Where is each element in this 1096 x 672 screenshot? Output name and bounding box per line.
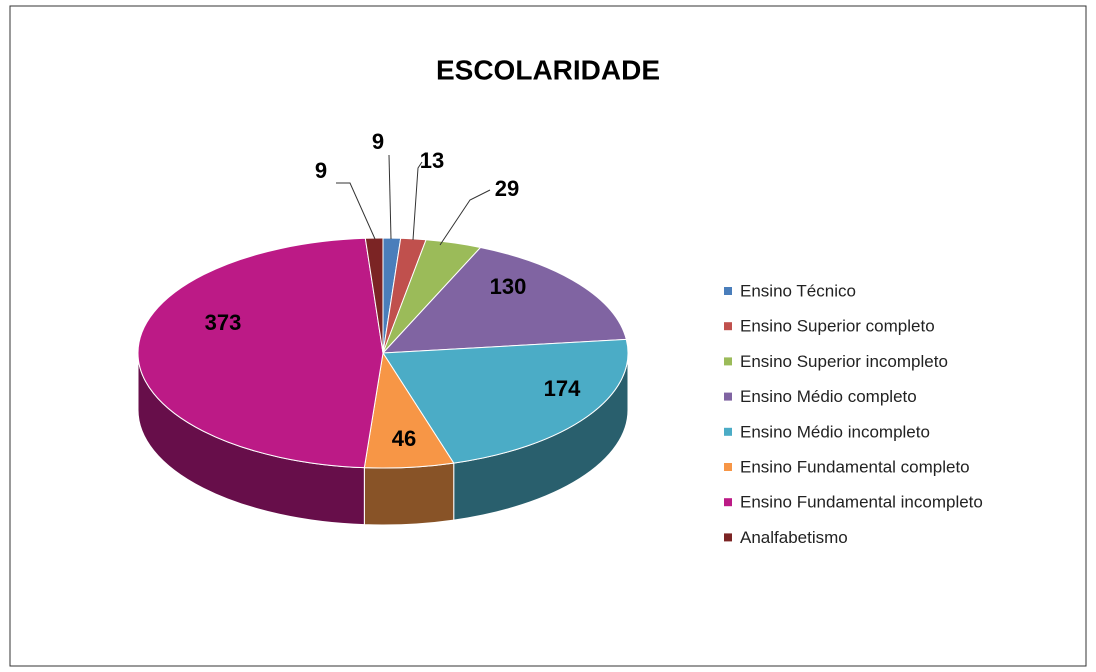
data-label: 29: [495, 176, 519, 201]
data-label: 9: [372, 129, 384, 154]
leader-line: [412, 161, 423, 241]
legend-label: Ensino Médio incompleto: [740, 422, 930, 441]
data-label: 9: [315, 158, 327, 183]
legend-swatch: [724, 357, 732, 366]
legend-swatch: [724, 533, 732, 542]
legend-label: Ensino Fundamental incompleto: [740, 493, 983, 512]
data-label: 130: [490, 274, 527, 299]
legend-label: Ensino Superior completo: [740, 317, 935, 336]
data-label: 46: [392, 426, 416, 451]
data-label: 13: [420, 148, 444, 173]
slice: [382, 338, 629, 464]
slice-side: [363, 462, 455, 526]
slice: [381, 246, 627, 354]
slice: [137, 237, 384, 469]
legend-label: Analfabetismo: [740, 528, 848, 547]
legend-label: Ensino Médio completo: [740, 387, 917, 406]
legend-swatch: [724, 392, 732, 401]
data-label: 174: [544, 376, 581, 401]
data-label: 373: [205, 310, 242, 335]
leader-line: [439, 189, 491, 246]
legend-swatch: [724, 427, 732, 436]
leader-line: [388, 154, 392, 240]
chart-title: ESCOLARIDADE: [436, 54, 660, 85]
legend-label: Ensino Técnico: [740, 281, 856, 300]
leader-line: [336, 182, 376, 240]
legend-swatch: [724, 322, 732, 331]
legend-swatch: [724, 498, 732, 507]
legend-swatch: [724, 287, 732, 295]
legend-label: Ensino Superior incompleto: [740, 352, 948, 371]
legend-swatch: [724, 463, 732, 471]
legend-label: Ensino Fundamental completo: [740, 457, 970, 476]
